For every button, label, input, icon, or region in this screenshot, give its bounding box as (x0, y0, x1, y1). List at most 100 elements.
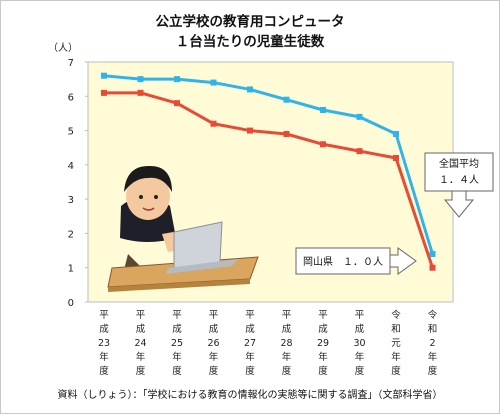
x-tick-label-char: 平 (355, 310, 365, 321)
x-tick-label-char: 年 (136, 351, 146, 363)
x-tick-label-char: 年 (391, 351, 401, 363)
x-tick-label-char: 年 (318, 351, 328, 363)
x-tick-label-char: 度 (318, 365, 328, 377)
data-point (283, 96, 290, 103)
x-tick-label-char: 年 (245, 351, 255, 363)
x-tick-label-char: 平 (136, 310, 146, 321)
callout-national-label: 全国平均 (439, 157, 479, 170)
x-tick-label: 平成 27 年度 (244, 310, 256, 377)
x-tick-label-char: 和 (391, 324, 401, 335)
data-point (429, 264, 436, 271)
callout-national-average: 全国平均 １．４人 (424, 152, 494, 218)
data-point (247, 127, 253, 134)
callout-arrow-right (389, 247, 417, 275)
x-tick-label-char: 成 (172, 323, 182, 335)
data-point (356, 113, 363, 120)
data-point (429, 251, 436, 257)
x-tick-label-char: 28 (280, 338, 292, 349)
x-tick-label: 平成 26 年度 (207, 310, 219, 377)
y-tick-label: 1 (68, 264, 74, 275)
x-tick-label-char: 成 (209, 323, 219, 335)
callout-national-value: １．４人 (439, 174, 479, 186)
x-tick-label-char: 度 (391, 365, 401, 377)
x-tick-label-char: 24 (134, 338, 146, 349)
y-tick-label: 7 (68, 58, 74, 69)
data-point (210, 79, 217, 86)
y-tick-label: 6 (68, 92, 74, 103)
x-tick-label-char: 2 (429, 338, 435, 349)
callout-okayama: 岡山県 １．０人 (295, 247, 417, 275)
x-tick-label-char: 平 (209, 310, 219, 321)
series-line (104, 91, 434, 269)
data-point (101, 89, 107, 96)
x-tick-label-char: 和 (428, 324, 438, 335)
x-tick-label-char: 成 (318, 323, 328, 335)
x-tick-label-char: 年 (282, 351, 292, 363)
x-tick-label-char: 25 (171, 338, 183, 349)
data-point (137, 76, 144, 83)
data-point (174, 100, 180, 107)
x-tick-label-char: 度 (428, 365, 438, 377)
x-tick-label: 平成 23 年度 (98, 310, 110, 377)
y-tick-label: 3 (68, 195, 74, 206)
y-tick-label: 0 (68, 298, 74, 309)
x-tick-label-char: 成 (282, 323, 292, 335)
x-tick-label-char: 26 (207, 338, 219, 349)
series-lines (103, 74, 434, 269)
data-point (356, 148, 363, 155)
callout-arrow-down (443, 190, 475, 218)
x-tick-label: 平成 28 年度 (280, 310, 292, 377)
x-tick-label-char: 平 (245, 310, 255, 321)
series-points (101, 72, 436, 271)
x-tick-label-char: 29 (317, 338, 329, 349)
data-point (137, 89, 144, 96)
x-tick-label-char: 30 (353, 338, 365, 349)
x-tick-label-char: 度 (172, 365, 182, 377)
x-tick-label-char: 度 (245, 365, 255, 377)
callout-okayama-text: 岡山県 １．０人 (303, 256, 383, 268)
x-tick-label-char: 成 (136, 323, 146, 335)
x-tick-label-char: 年 (428, 351, 438, 363)
x-tick-label: 平成 25 年度 (171, 310, 183, 377)
source-note: 資料（しりょう）：「学校における教育の情報化の実態等に関する調査」（文部科学省） (57, 390, 443, 401)
y-tick-labels: 0 1 2 3 4 5 6 7 (68, 58, 74, 309)
student-with-laptop-illustration (107, 165, 259, 292)
x-tick-label-char: 27 (244, 338, 256, 349)
data-point (393, 131, 399, 137)
x-tick-label-char: 成 (99, 323, 109, 335)
x-tick-label-char: 成 (245, 323, 255, 335)
data-point (101, 72, 107, 79)
x-tick-label-char: 23 (98, 338, 110, 349)
data-point (393, 155, 399, 161)
chart-title-line2: １台当たりの児童生徒数 (175, 34, 325, 50)
x-tick-label-char: 度 (136, 365, 146, 377)
x-tick-label: 令和 2 年度 (428, 309, 438, 377)
data-point (320, 107, 326, 113)
y-tick-label: 4 (68, 161, 74, 172)
x-tick-label-char: 令 (391, 309, 401, 321)
data-point (283, 131, 290, 137)
x-tick-labels: 平成 23 年度 平成 24 年度 平成 25 年度 平成 26 年度 平成 27 年度 平成 28 年度 平成 29… (98, 309, 438, 377)
x-tick-label-char: 平 (318, 310, 328, 321)
y-tick-label: 5 (68, 127, 74, 138)
x-tick-label: 平成 24 年度 (134, 310, 146, 377)
x-tick-label-char: 度 (99, 365, 109, 377)
y-tick-label: 2 (68, 229, 74, 240)
x-tick-label-char: 度 (209, 365, 219, 377)
x-tick-label-char: 度 (355, 365, 365, 377)
x-tick-label-char: 年 (209, 351, 219, 363)
x-tick-label-char: 年 (172, 351, 182, 363)
data-point (174, 76, 180, 83)
x-tick-label-char: 成 (355, 323, 365, 335)
x-tick-label: 平成 29 年度 (317, 310, 329, 377)
x-tick-label-char: 元 (391, 338, 401, 349)
data-point (247, 86, 253, 93)
x-tick-label-char: 平 (99, 310, 109, 321)
x-tick-label-char: 令 (428, 309, 438, 321)
data-point (210, 120, 217, 127)
chart-title-line1: 公立学校の教育用コンピュータ (155, 14, 345, 30)
x-tick-label-char: 年 (99, 351, 109, 363)
x-tick-label-char: 平 (282, 310, 292, 321)
x-tick-label-char: 度 (282, 365, 292, 377)
